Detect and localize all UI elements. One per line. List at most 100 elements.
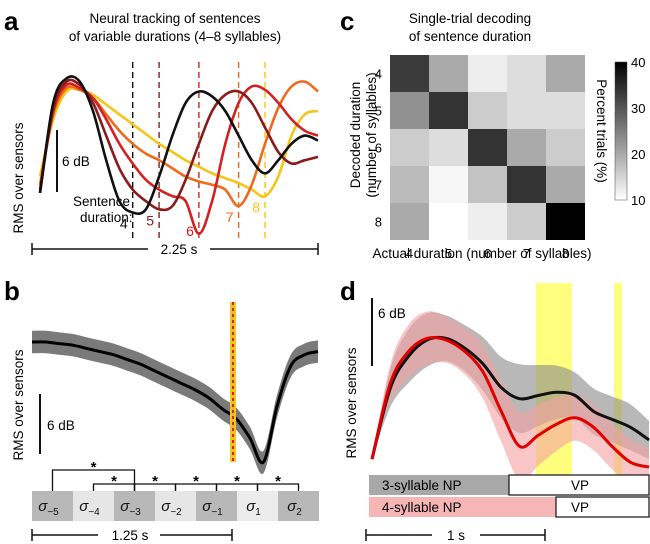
panel-b-sigma-box (73, 491, 114, 521)
panel-c-cell-5-7 (507, 92, 546, 129)
panel-c-cell-5-8 (546, 92, 585, 129)
panel-b-star: * (152, 473, 158, 490)
panel-c-colorbar-label: Percent trials (%) (594, 79, 609, 183)
panel-c-colorbar (614, 61, 628, 201)
panel-d-line (370, 335, 650, 460)
panel-c-cell-5-5 (429, 92, 468, 129)
panel-b-star: * (234, 473, 240, 490)
panel-c-colorbar-tick: 10 (631, 193, 645, 208)
panel-b-sigma-box (114, 491, 155, 521)
panel-d-lines (370, 311, 650, 487)
panel-a-legend-1: Sentence (73, 194, 130, 209)
panel-a-title-2: of variable durations (4–8 syllables) (69, 29, 281, 44)
panel-a-time-label-bg (148, 241, 210, 257)
panel-b-sigma-sub: −2 (170, 507, 182, 518)
panel-b-sigma-box (196, 491, 237, 521)
panel-a-label-4: 4 (120, 216, 128, 232)
panel-c-xticks: 4 5 6 7 8 (406, 246, 569, 261)
panel-d-time-label-bg (432, 527, 480, 543)
panel-c-colorbar-ticks: 10 20 30 40 (631, 55, 645, 208)
panel-b: b RMS over sensors 6 dB * * * * * * σ−5 σ−4 σ−3… (4, 276, 319, 543)
panel-d-scalebar-label: 6 dB (378, 306, 406, 321)
panel-b-sigma-sub: 2 (296, 507, 302, 518)
panel-c-title-1: Single-trial decoding (409, 11, 531, 26)
panel-c-cell-6-4 (390, 129, 429, 166)
panel-b-ylabel: RMS over sensors (11, 349, 26, 460)
panel-c-cell-4-7 (507, 55, 546, 92)
panel-b-star: * (275, 473, 281, 490)
panel-b-scalebar-label: 6 dB (47, 418, 75, 433)
panel-b-time-label: 1.25 s (112, 528, 149, 543)
panel-c-ytick: 5 (375, 104, 382, 119)
panel-b-sigma-sub: −4 (88, 507, 100, 518)
panel-c-cell-4-8 (546, 55, 585, 92)
panel-c-ytick: 4 (375, 67, 382, 82)
panel-d-band (372, 311, 649, 487)
panel-c-cell-6-5 (429, 129, 468, 166)
panel-a-legend-2: duration: (80, 210, 133, 225)
panel-b-star: * (193, 473, 199, 490)
panel-d-vp4-box (555, 496, 650, 518)
panel-b-sigma-boxes: σ−5 σ−4 σ−3 σ−2 σ−1 σ1 σ2 (32, 491, 319, 521)
panel-c-title-2: of sentence duration (409, 29, 531, 44)
panel-a-duration-labels: 4 5 6 7 8 (120, 199, 260, 239)
panel-b-sigma-sub: −3 (129, 507, 141, 518)
panel-b-sigma-sub: −5 (47, 507, 59, 518)
panel-c-cell-8-6 (468, 203, 507, 240)
panel-b-sigma-box (237, 491, 278, 521)
panel-c-cell-6-8 (546, 129, 585, 166)
panel-a-label-6: 6 (186, 223, 194, 239)
panel-b-star: * (91, 459, 97, 476)
panel-c-cell-7-8 (546, 166, 585, 203)
panel-c-cell-4-4 (390, 55, 429, 92)
panel-b-sigma-sub: −1 (211, 507, 223, 518)
panel-b-sigma-box (32, 491, 73, 521)
panel-c-ytick: 8 (375, 215, 382, 230)
panel-b-time-label-bg (98, 527, 160, 543)
panel-c-colorbar-tick: 30 (631, 101, 645, 116)
panel-c-xtick: 8 (562, 246, 569, 261)
panel-d: d RMS over sensors 6 dB 3-syllable NP VP… (340, 276, 650, 543)
panel-c-cell-4-6 (468, 55, 507, 92)
panel-a-title-1: Neural tracking of sentences (89, 11, 260, 26)
panel-a: a Neural tracking of sentences of variab… (4, 6, 319, 257)
panel-c-cell-8-5 (429, 203, 468, 240)
panel-c-heatmap (390, 55, 585, 240)
panel-c-ytick: 7 (375, 178, 382, 193)
panel-a-lines (38, 75, 319, 236)
panel-c-cell-5-6 (468, 92, 507, 129)
panel-c-cell-5-4 (390, 92, 429, 129)
panel-c-cell-7-4 (390, 166, 429, 203)
panel-d-np3-label: 3-syllable NP (382, 478, 462, 493)
panel-a-label: a (4, 6, 19, 36)
panel-c-ylabel-2: (number of syllables) (364, 72, 379, 197)
panel-c-cell-6-6 (468, 129, 507, 166)
panel-c-label: c (340, 6, 354, 36)
panel-c-xlabel: Actual duration (number of syllables) (372, 246, 591, 261)
panel-c-colorbar-tick: 20 (631, 147, 645, 162)
panel-d-line (370, 335, 650, 469)
panel-d-vp3-label: VP (571, 478, 589, 493)
panel-d-np3-box (369, 475, 509, 495)
panel-c-xtick: 7 (523, 246, 530, 261)
panel-a-ylabel: RMS over sensors (11, 122, 26, 233)
panel-c-cell-7-7 (507, 166, 546, 203)
panel-c-cell-7-5 (429, 166, 468, 203)
panel-b-bracket (256, 483, 300, 491)
panel-c-cell-7-6 (468, 166, 507, 203)
panel-b-sem-band (32, 330, 318, 475)
panel-d-np4-box (369, 497, 556, 517)
panel-c-ytick: 6 (375, 141, 382, 156)
panel-c-cell-8-7 (507, 203, 546, 240)
panel-a-label-7: 7 (226, 209, 234, 225)
panel-d-time-label: 1 s (447, 528, 465, 543)
panel-d-vp4-label: VP (571, 500, 589, 515)
panel-b-sigma-box (278, 491, 319, 521)
panel-d-vp3-box (508, 474, 650, 496)
panel-c-cell-6-7 (507, 129, 546, 166)
panel-c-yticks: 4 5 6 7 8 (375, 67, 382, 230)
panel-d-np4-label: 4-syllable NP (382, 500, 462, 515)
panel-a-scalebar-label: 6 dB (62, 154, 90, 169)
panel-b-sigma-sub: 1 (255, 507, 261, 518)
